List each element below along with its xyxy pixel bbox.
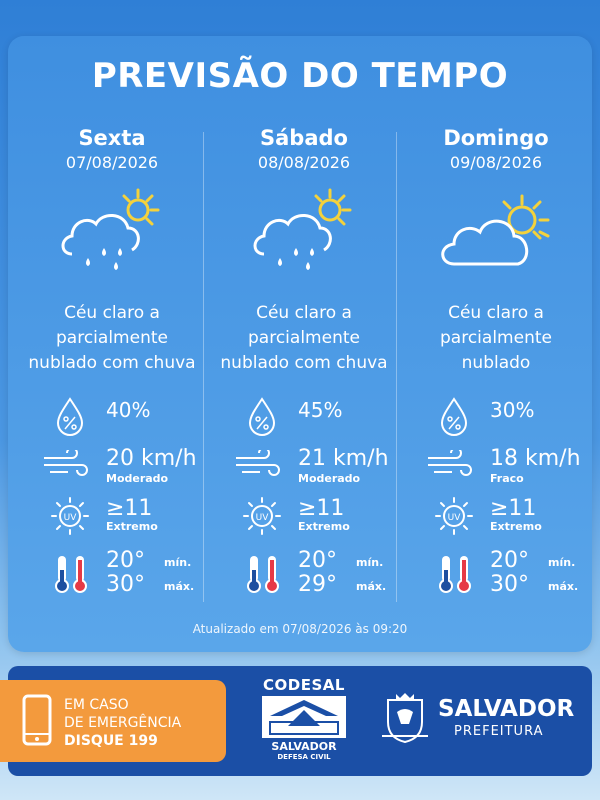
- weather-description: Céu claro a parcialmente nublado: [440, 303, 552, 373]
- day-date: 09/08/2026: [449, 153, 543, 172]
- codesal-sub: DEFESA CIVIL: [277, 753, 331, 761]
- raindrop-percent-icon: [440, 397, 468, 436]
- codesal-emblem-icon: [262, 696, 346, 738]
- temp-min: 20°: [298, 548, 337, 573]
- temperature-range: 20° mín. 30° máx.: [434, 548, 600, 597]
- wind-level: Moderado: [106, 472, 169, 485]
- updated-timestamp: Atualizado em 07/08/2026 às 09:20: [192, 622, 408, 636]
- temperature-range: 20° mín. 30° máx.: [50, 548, 230, 597]
- column-divider: [396, 132, 397, 602]
- temp-max: 30°: [106, 572, 145, 597]
- codesal-city: SALVADOR: [271, 740, 337, 753]
- uv-sun-icon: UV: [51, 497, 89, 535]
- wind-level: Moderado: [298, 472, 361, 485]
- uv-sun-icon: UV: [243, 497, 281, 535]
- rain-value: 45%: [298, 398, 343, 422]
- raindrop-percent-icon: [248, 397, 276, 436]
- temp-max: 29°: [298, 572, 337, 597]
- uv-value: ≥11: [490, 496, 537, 521]
- day-column-sunday: Domingo 09/08/2026 Céu claro a parcialmen…: [400, 126, 592, 373]
- raindrop-percent-icon: [56, 397, 84, 436]
- day-name: Domingo: [443, 126, 549, 150]
- wind-value: 20 km/h: [106, 446, 197, 471]
- thermometer-icon: [439, 556, 471, 593]
- prefeitura-name: SALVADOR: [438, 696, 575, 722]
- temp-max: 30°: [490, 572, 529, 597]
- temp-min-label: mín.: [548, 556, 576, 569]
- day-column-saturday: Sábado 08/08/2026 Céu claro a parcialment…: [208, 126, 400, 373]
- emergency-text: EM CASO DE EMERGÊNCIA DISQUE 199: [64, 697, 182, 749]
- rain-value: 30%: [490, 398, 535, 422]
- thermometer-icon: [55, 556, 87, 593]
- temp-min: 20°: [106, 548, 145, 573]
- uv-level: Extremo: [490, 520, 542, 533]
- wind-icon: [236, 450, 280, 476]
- uv-value: ≥11: [106, 496, 153, 521]
- wind-icon: [428, 450, 472, 476]
- temp-min-label: mín.: [356, 556, 384, 569]
- codesal-logo: CODESAL SALVADOR DEFESA CIVIL: [256, 676, 352, 768]
- weather-description: Céu claro a parcialmente nublado com chuva: [220, 303, 388, 373]
- emergency-banner[interactable]: EM CASO DE EMERGÊNCIA DISQUE 199: [0, 680, 226, 762]
- prefeitura-sub: PREFEITURA: [454, 724, 544, 739]
- svg-text:UV: UV: [448, 513, 462, 523]
- day-name: Sábado: [260, 126, 348, 150]
- rain-value: 40%: [106, 398, 151, 422]
- codesal-name: CODESAL: [263, 676, 345, 694]
- temp-max-label: máx.: [356, 580, 387, 593]
- cloud-rain-sun-icon: [61, 188, 160, 270]
- column-divider: [203, 132, 204, 602]
- cloud-sun-icon: [441, 194, 550, 266]
- wind-speed: 21 km/h Moderado: [234, 446, 404, 486]
- temp-min: 20°: [490, 548, 529, 573]
- temp-max-label: máx.: [164, 580, 195, 593]
- prefeitura-logo: SALVADOR PREFEITURA: [378, 690, 574, 750]
- wind-value: 18 km/h: [490, 446, 581, 471]
- wind-level: Fraco: [490, 472, 524, 485]
- day-date: 07/08/2026: [65, 153, 159, 172]
- forecast-card: [8, 36, 592, 652]
- uv-value: ≥11: [298, 496, 345, 521]
- svg-text:UV: UV: [256, 513, 270, 523]
- temp-min-label: mín.: [164, 556, 192, 569]
- weather-description: Céu claro a parcialmente nublado com chuva: [28, 303, 196, 373]
- uv-level: Extremo: [106, 520, 158, 533]
- page-title: PREVISÃO DO TEMPO: [91, 56, 509, 96]
- wind-speed: 20 km/h Moderado: [42, 446, 212, 486]
- svg-text:UV: UV: [64, 513, 78, 523]
- salvador-coat-of-arms-icon: [382, 693, 428, 744]
- uv-sun-icon: UV: [435, 497, 473, 535]
- temperature-range: 20° mín. 29° máx.: [242, 548, 422, 597]
- phone-icon: [22, 694, 52, 746]
- day-column-friday: Sexta 07/08/2026 Céu claro a parcialmente…: [16, 126, 208, 373]
- uv-level: Extremo: [298, 520, 350, 533]
- temp-max-label: máx.: [548, 580, 579, 593]
- wind-value: 21 km/h: [298, 446, 389, 471]
- day-name: Sexta: [78, 126, 146, 150]
- thermometer-icon: [247, 556, 279, 593]
- wind-speed: 18 km/h Fraco: [426, 446, 596, 486]
- wind-icon: [44, 450, 88, 476]
- day-date: 08/08/2026: [257, 153, 351, 172]
- cloud-rain-sun-icon: [253, 188, 352, 270]
